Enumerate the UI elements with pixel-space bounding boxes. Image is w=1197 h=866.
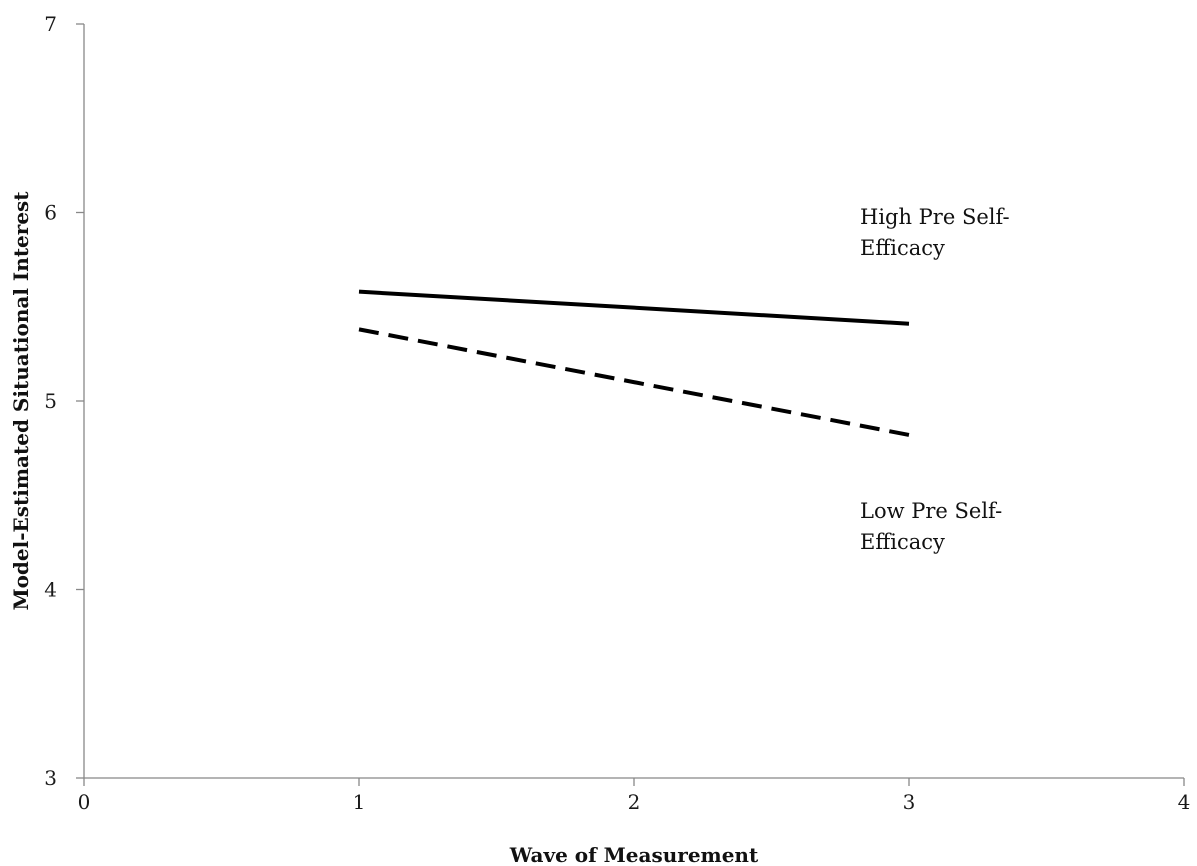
x-tick-label: 1: [353, 790, 366, 814]
x-axis-title: Wave of Measurement: [509, 843, 759, 866]
x-tick-label: 3: [903, 790, 916, 814]
y-tick-label: 5: [44, 389, 57, 413]
annotation-line: High Pre Self-: [860, 205, 1010, 229]
series-annotations: High Pre Self- Efficacy Low Pre Self- Effic…: [860, 205, 1010, 554]
x-tick-label: 2: [628, 790, 641, 814]
y-tick-label: 7: [44, 12, 57, 36]
annotation-line: Efficacy: [860, 530, 945, 554]
series-annotation-1: High Pre Self- Efficacy: [860, 205, 1010, 260]
annotation-line: Low Pre Self-: [860, 499, 1002, 523]
axes: [76, 23, 1185, 786]
series-line-1: [358, 289, 910, 326]
tick-labels: 3 4 5 6 7 0 1 2 3 4: [44, 12, 1190, 814]
y-tick-label: 6: [44, 201, 57, 225]
annotation-line: Efficacy: [860, 236, 945, 260]
y-axis-title: Model-Estimated Situational Interest: [9, 191, 33, 611]
x-tick-label: 0: [78, 790, 91, 814]
y-tick-label: 3: [44, 766, 57, 790]
series-line-2: [358, 327, 910, 437]
series-lines: [358, 289, 910, 437]
x-tick-label: 4: [1178, 790, 1191, 814]
y-tick-label: 4: [44, 578, 57, 602]
series-annotation-2: Low Pre Self- Efficacy: [860, 499, 1002, 554]
